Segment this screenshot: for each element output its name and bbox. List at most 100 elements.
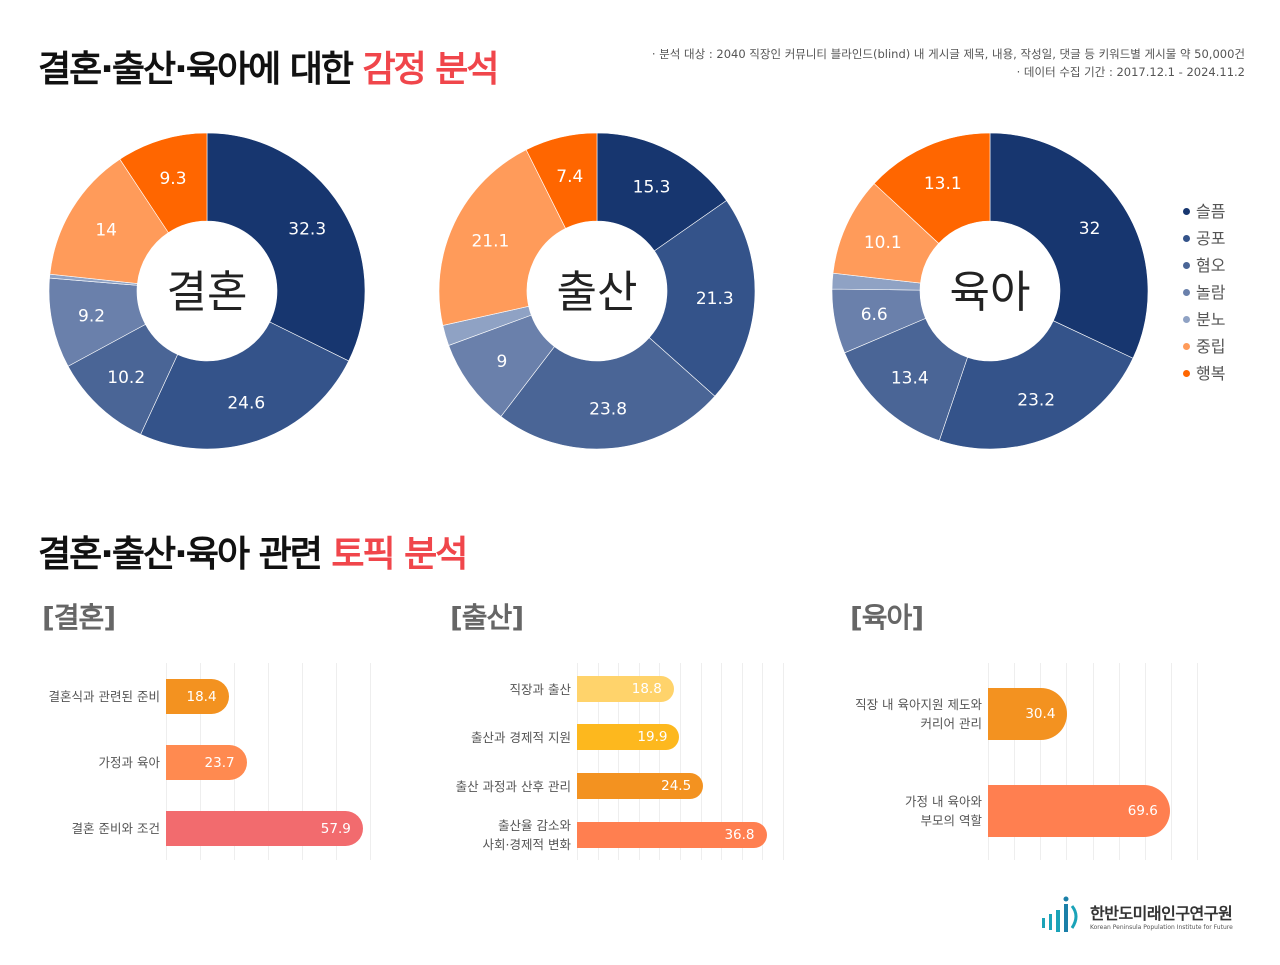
bar-category-label: 가정과 육아 bbox=[98, 755, 160, 770]
gridline bbox=[302, 663, 303, 860]
legend-label: 분노 bbox=[1196, 310, 1226, 329]
slice-label: 13.1 bbox=[924, 174, 962, 194]
bar: 57.9 bbox=[166, 811, 363, 846]
bar-category-label: 출산율 감소와 사회·경제적 변화 bbox=[482, 818, 571, 852]
donut-slice-혐오 bbox=[500, 337, 716, 450]
gridline bbox=[741, 663, 743, 860]
analysis-target: · 분석 대상 : 2040 직장인 커뮤니티 블라인드(blind) 내 게시… bbox=[651, 47, 1245, 61]
bar-category-label: 결혼 준비와 조건 bbox=[71, 821, 160, 836]
legend-item: 공포 bbox=[1183, 225, 1225, 252]
gridline bbox=[1144, 663, 1146, 860]
bar: 19.9 bbox=[577, 724, 680, 750]
donut-slice-공포 bbox=[938, 320, 1134, 450]
donut-slice-중립 bbox=[49, 158, 169, 284]
gridline bbox=[336, 663, 337, 860]
gridline bbox=[762, 663, 764, 860]
legend-dot bbox=[1183, 235, 1190, 242]
legend-label: 슬픔 bbox=[1196, 202, 1226, 221]
slice-label: 9.2 bbox=[78, 306, 105, 326]
topic-title-main: 결혼·출산·육아 관련 bbox=[38, 534, 332, 575]
gridline bbox=[783, 663, 784, 860]
slice-label: 15.3 bbox=[633, 177, 671, 197]
logo-name-en: Korean Peninsula Population Institute fo… bbox=[1090, 923, 1233, 931]
gridline bbox=[370, 663, 371, 860]
gridline bbox=[618, 663, 620, 860]
legend-item: 혐오 bbox=[1183, 252, 1225, 279]
legend-item: 중립 bbox=[1183, 333, 1225, 360]
bar-category-label: 직장 내 육아지원 제도와 커리어 관리 bbox=[855, 697, 982, 731]
legend-label: 혐오 bbox=[1196, 256, 1226, 275]
donut-slice-중립 bbox=[438, 149, 567, 326]
slice-label: 24.6 bbox=[227, 393, 265, 413]
donut-slice-공포 bbox=[648, 200, 756, 397]
legend-item: 놀람 bbox=[1183, 279, 1225, 306]
slice-label: 32 bbox=[1079, 219, 1101, 239]
legend-item: 분노 bbox=[1183, 306, 1225, 333]
bar: 23.7 bbox=[166, 745, 247, 780]
legend-dot bbox=[1183, 370, 1190, 377]
data-source-note: · 분석 대상 : 2040 직장인 커뮤니티 블라인드(blind) 내 게시… bbox=[652, 45, 1245, 81]
bar: 36.8 bbox=[577, 822, 767, 848]
bar-category-label: 결혼식과 관련된 준비 bbox=[48, 689, 160, 704]
topic-title-highlight: 토픽 분석 bbox=[331, 534, 468, 575]
bar-category-label: 가정 내 육아와 부모의 역할 bbox=[905, 794, 982, 828]
legend-dot bbox=[1183, 208, 1190, 215]
institute-logo: 한반도미래인구연구원 Korean Peninsula Population I… bbox=[1038, 896, 1233, 934]
page-title: 결혼·출산·육아에 대한 감정 분석 bbox=[38, 40, 500, 92]
topic-title: 결혼·출산·육아 관련 토픽 분석 bbox=[38, 525, 468, 577]
slice-label: 21.1 bbox=[471, 231, 509, 251]
bar-category-label: 출산 과정과 산후 관리 bbox=[455, 778, 571, 794]
section-childcare-title: [육아] bbox=[850, 601, 924, 634]
legend-label: 중립 bbox=[1196, 337, 1226, 356]
gridline bbox=[1118, 663, 1120, 860]
donut-slice-공포 bbox=[140, 321, 350, 450]
slice-label: 7.4 bbox=[556, 167, 583, 187]
title-main: 결혼·출산·육아에 대한 bbox=[38, 49, 363, 90]
gridline bbox=[700, 663, 702, 860]
donut-center-label: 결혼 bbox=[167, 267, 248, 318]
gridline bbox=[268, 663, 269, 860]
section-birth-title: [출산] bbox=[450, 601, 524, 634]
bar: 18.4 bbox=[166, 679, 229, 714]
donut-charts: 32.3 24.6 10.2 9.2 14 9.3 결혼 15.3 21.3 23.8 9 21.1 7… bbox=[48, 132, 1149, 450]
bar: 69.6 bbox=[988, 785, 1170, 837]
slice-label: 21.3 bbox=[696, 289, 734, 309]
bar: 30.4 bbox=[988, 688, 1068, 740]
gridline bbox=[1197, 663, 1198, 860]
gridline bbox=[1170, 663, 1172, 860]
legend: 슬픔 공포 혐오 놀람 분노 중립 행복 bbox=[1183, 198, 1225, 387]
logo-name-kr: 한반도미래인구연구원 bbox=[1090, 903, 1233, 923]
gridline bbox=[1014, 663, 1016, 860]
gridline bbox=[638, 663, 640, 860]
gridline bbox=[577, 663, 578, 860]
slice-label: 6.6 bbox=[861, 305, 888, 325]
slice-label: 23.2 bbox=[1017, 391, 1055, 411]
legend-item: 슬픔 bbox=[1183, 198, 1225, 225]
gridline bbox=[1066, 663, 1068, 860]
legend-dot bbox=[1183, 289, 1190, 296]
gridline bbox=[680, 663, 681, 860]
slice-label: 32.3 bbox=[288, 220, 326, 240]
slice-label: 9.3 bbox=[159, 169, 186, 189]
slice-label: 13.4 bbox=[891, 369, 929, 389]
legend-label: 놀람 bbox=[1196, 283, 1226, 302]
gridline bbox=[721, 663, 723, 860]
gridline bbox=[659, 663, 661, 860]
legend-dot bbox=[1183, 316, 1190, 323]
donut-slice-행복 bbox=[873, 132, 991, 244]
slice-label: 14 bbox=[95, 221, 117, 241]
legend-dot bbox=[1183, 343, 1190, 350]
bar-category-label: 출산과 경제적 지원 bbox=[471, 729, 571, 745]
slice-label: 23.8 bbox=[589, 399, 627, 419]
logo-icon bbox=[1042, 896, 1078, 932]
bar-category-label: 직장과 출산 bbox=[509, 681, 571, 697]
gridline bbox=[1092, 663, 1094, 860]
title-highlight: 감정 분석 bbox=[362, 49, 500, 90]
slice-label: 9 bbox=[497, 352, 508, 372]
slice-label: 10.1 bbox=[864, 233, 902, 253]
legend-label: 공포 bbox=[1196, 229, 1226, 248]
gridline bbox=[1040, 663, 1042, 860]
collection-period: · 데이터 수집 기간 : 2017.12.1 - 2024.11.2 bbox=[1016, 65, 1245, 79]
donut-center-label: 육아 bbox=[950, 267, 1031, 318]
donut-center-label: 출산 bbox=[557, 267, 638, 318]
